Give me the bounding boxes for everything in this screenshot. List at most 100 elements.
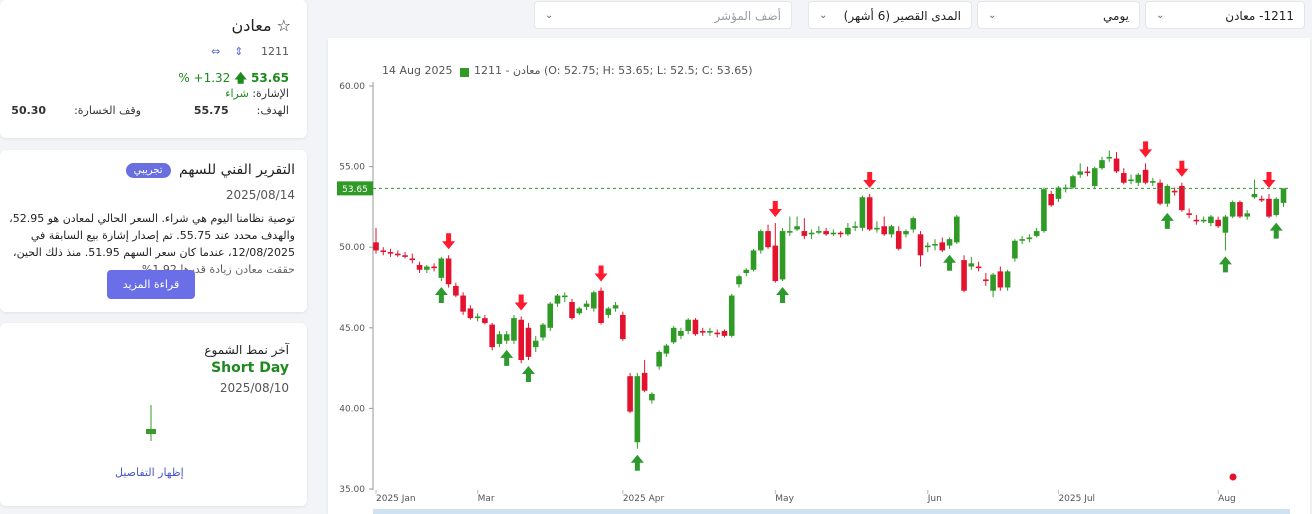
range-text: المدى القصير (6 أشهر) — [843, 9, 961, 23]
candle-body — [1150, 181, 1156, 183]
sort-icon[interactable]: ⇕ — [234, 45, 244, 58]
candle-body — [482, 318, 488, 323]
candle-body — [663, 345, 670, 354]
candle-body — [699, 331, 706, 333]
report-title-row: التقرير الفني للسهم تجريبي — [125, 162, 295, 178]
candle-body — [489, 324, 495, 348]
candle-body — [1179, 185, 1185, 211]
candle-body — [1055, 187, 1062, 199]
compare-icon[interactable]: ⇔ — [211, 45, 221, 58]
candle-body — [750, 250, 757, 270]
candle-body — [808, 232, 815, 235]
candle-body — [373, 242, 379, 251]
candle-body — [772, 245, 779, 282]
y-tick-label: 40.00 — [339, 404, 365, 414]
candle-body — [1142, 169, 1149, 183]
candle-body — [787, 231, 793, 233]
legend-swatch — [460, 68, 469, 77]
report-title: التقرير الفني للسهم — [179, 162, 295, 178]
target-label: الهدف: — [256, 104, 289, 117]
candle-body — [569, 302, 575, 319]
navigator — [373, 509, 1290, 514]
candle-body — [518, 319, 524, 361]
y-tick-label: 60.00 — [339, 82, 365, 92]
candle-body — [779, 231, 786, 280]
change: 1.32+ % — [178, 71, 231, 85]
pattern-name: Short Day — [211, 360, 289, 376]
star-icon[interactable]: ☆ — [276, 16, 291, 35]
candle-body — [1229, 202, 1236, 217]
candle-body — [402, 255, 408, 257]
details-link[interactable]: إظهار التفاصيل — [115, 466, 184, 479]
candle-body — [1215, 219, 1221, 227]
candle-body — [1084, 171, 1091, 174]
sell-arrow — [1262, 172, 1276, 189]
candle-body — [837, 232, 844, 235]
candle-body — [917, 234, 924, 256]
candle-body — [540, 324, 546, 338]
indicator-input[interactable]: أضف المؤشر ⌄ — [534, 1, 792, 29]
report-date: 2025/08/14 — [225, 188, 295, 202]
candle-body — [794, 226, 800, 230]
target-row: الهدف: 55.75 — [194, 104, 289, 117]
sell-arrow — [768, 201, 782, 218]
read-more-button[interactable]: قراءة المزيد — [107, 270, 195, 299]
legend-text: 1211 - معادن (O: 52.75; H: 53.65; L: 52.… — [474, 64, 753, 77]
candle-body — [997, 271, 1004, 288]
stop-label: وقف الخسارة: — [74, 104, 141, 117]
candle-body — [1041, 189, 1047, 232]
candle-body — [424, 266, 430, 270]
candle-body — [968, 263, 975, 267]
candle-body — [554, 295, 561, 304]
candle-body — [1004, 271, 1011, 288]
candle-body — [1120, 173, 1127, 183]
candle-body — [975, 266, 982, 269]
candle-body — [801, 231, 808, 236]
candle-body — [1244, 213, 1250, 217]
candle-body — [1237, 202, 1243, 217]
x-tick-label: Aug — [1218, 494, 1236, 504]
candle-body — [1070, 176, 1076, 188]
candle-body — [961, 260, 967, 291]
candle-body — [641, 372, 648, 391]
x-tick-label: May — [775, 494, 794, 504]
chevron: ⌄ — [1156, 10, 1165, 21]
candle-body — [932, 243, 938, 246]
x-tick-label: 2025 Jan — [376, 494, 416, 504]
candle-body — [954, 216, 960, 243]
stock-code-row: 1211 ⇕ ⇔ — [211, 45, 289, 58]
stock-code: 1211 — [261, 45, 289, 58]
symbol-select[interactable]: 1211- معادن ⌄ — [1145, 1, 1305, 29]
candle-body — [670, 327, 677, 343]
candle-body — [707, 331, 713, 333]
candle-body — [1273, 198, 1280, 215]
candle-body — [983, 279, 989, 282]
candle-body — [721, 331, 728, 336]
x-tick-label: 2025 Apr — [623, 494, 665, 504]
x-tick-label: Jun — [927, 494, 942, 504]
stop: 50.30 — [11, 104, 47, 117]
signal-row: الإشارة: شراء — [225, 87, 289, 100]
candle-body — [946, 239, 953, 246]
range-select[interactable]: المدى القصير (6 أشهر) ⌄ — [808, 1, 972, 29]
candle-body — [612, 305, 619, 309]
candle-body — [678, 331, 684, 336]
y-tick-label: 55.00 — [339, 163, 365, 173]
price: 53.65 — [251, 71, 289, 85]
candle-body — [1135, 174, 1142, 183]
sell-arrow — [1139, 141, 1153, 158]
candle-body — [714, 332, 721, 335]
candle-body — [765, 231, 771, 248]
candle-body — [503, 334, 510, 341]
interval-select[interactable]: يومي ⌄ — [977, 1, 1140, 29]
candle-body — [416, 264, 423, 270]
sell-arrow — [442, 233, 456, 250]
sell-arrow — [594, 265, 608, 282]
candle-body — [511, 318, 517, 341]
buy-arrow — [943, 254, 957, 271]
last-price-box — [337, 181, 373, 196]
candle-body — [1258, 198, 1265, 201]
candle-body — [1208, 216, 1214, 224]
candle-body — [620, 314, 626, 340]
